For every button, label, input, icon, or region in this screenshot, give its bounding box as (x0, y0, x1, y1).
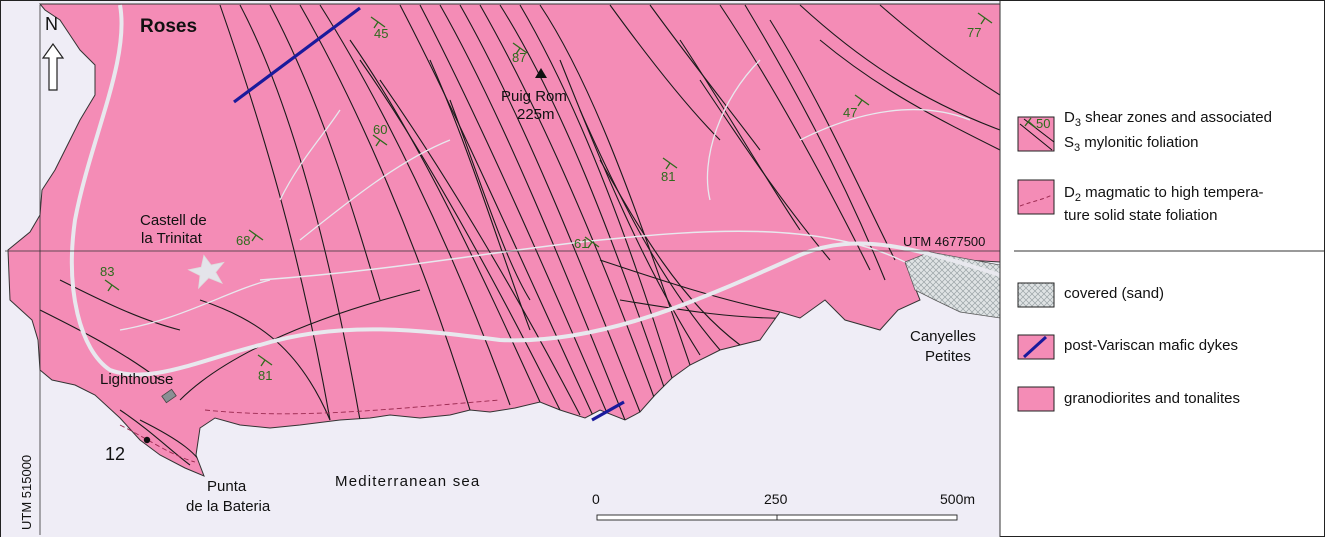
legend-d2-rest: magmatic to high tempera- (1080, 184, 1264, 201)
dip-symbol-icon (372, 134, 388, 147)
point-label-1: Punta (207, 478, 247, 495)
legend-sand-label: covered (sand) (1064, 285, 1165, 302)
legend-d3-main: D (1064, 109, 1075, 126)
dip-value: 87 (512, 50, 526, 65)
legend-s3-main: S (1064, 134, 1075, 151)
legend-granodiorite-label: granodiorites and tonalites (1064, 390, 1240, 407)
peak-triangle-icon (535, 68, 547, 78)
legend-dyke-label: post-Variscan mafic dykes (1064, 337, 1238, 354)
dip-value: 77 (967, 25, 981, 40)
dip-value: 45 (374, 26, 388, 41)
legend-d2-main: D (1064, 184, 1075, 201)
dip-value: 60 (373, 122, 387, 137)
dip-value: 68 (236, 233, 250, 248)
legend-sample-dip: 50 (1036, 116, 1050, 131)
dip-symbol-icon (248, 229, 264, 242)
dip-symbol-icon (104, 279, 120, 292)
castle-label-1: Castell de (140, 212, 207, 229)
mafic-dykes (233, 6, 625, 422)
legend-d3-sub: 3 (1074, 117, 1081, 129)
shear-zones (39, 4, 1000, 471)
legend-swatch-dyke (1017, 334, 1055, 360)
dip-symbol-icon (662, 157, 678, 170)
legend-swatch-granodiorite (1017, 386, 1055, 412)
legend-swatch-d2 (1017, 179, 1055, 215)
dip-symbol-icon (512, 42, 528, 55)
scale-tick-500: 500m (940, 491, 975, 507)
dip-value: 47 (843, 105, 857, 120)
town-label: Roses (140, 16, 197, 37)
castle-label-2: la Trinitat (141, 230, 203, 247)
dip-value: 61 (574, 236, 588, 251)
dip-measurements: 45 87 77 60 47 81 68 61 83 81 (100, 12, 993, 383)
legend-d3-line2: S3 mylonitic foliation (1064, 132, 1199, 159)
dip-value: 81 (258, 368, 272, 383)
beach-label-1: Canyelles (910, 328, 976, 345)
north-arrow-icon (41, 42, 65, 91)
legend-swatch-sand (1017, 282, 1055, 308)
peak-label: Puig Rom (501, 88, 567, 105)
roads (69, 4, 1001, 377)
dip-symbol-icon (370, 16, 386, 29)
dip-symbol-icon (854, 94, 870, 107)
dip-symbol-icon (977, 12, 993, 25)
peak-elevation: 225m (517, 106, 555, 123)
dip-symbol-icon (584, 236, 600, 249)
legend-s3-sub: 3 (1074, 142, 1081, 154)
lighthouse-label: Lighthouse (100, 371, 173, 388)
site-label: 12 (105, 444, 125, 464)
legend-d3-rest: shear zones and associated (1080, 109, 1272, 126)
scale-tick-250: 250 (764, 491, 788, 507)
castle-star-icon (187, 254, 225, 290)
d2-foliation (119, 399, 501, 463)
dip-symbol-icon (257, 354, 273, 367)
legend-swatch-d3: 50 (1017, 116, 1055, 152)
dip-value: 83 (100, 264, 114, 279)
site-marker-icon (143, 436, 151, 444)
legend-d2-line1: D2 magmatic to high tempera- (1064, 182, 1264, 209)
north-label: N (45, 14, 58, 34)
legend-d3-line1: D3 shear zones and associated (1064, 107, 1272, 134)
sea-label: Mediterranean sea (335, 473, 480, 490)
scale-tick-0: 0 (592, 491, 600, 507)
beach-label-2: Petites (925, 348, 971, 365)
legend-d2-sub: 2 (1074, 192, 1081, 204)
legend-s3-rest: mylonitic foliation (1080, 134, 1199, 151)
dip-value: 81 (661, 169, 675, 184)
scale-bar: 0 250 500m (592, 491, 975, 521)
point-label-2: de la Bateria (186, 498, 271, 515)
utm-northing-label: UTM 4677500 (903, 234, 985, 249)
legend-d2-line2: ture solid state foliation (1064, 207, 1218, 224)
utm-easting-label: UTM 515000 (19, 455, 34, 530)
granodiorite-land (7, 3, 1001, 477)
lighthouse-icon (161, 388, 177, 404)
